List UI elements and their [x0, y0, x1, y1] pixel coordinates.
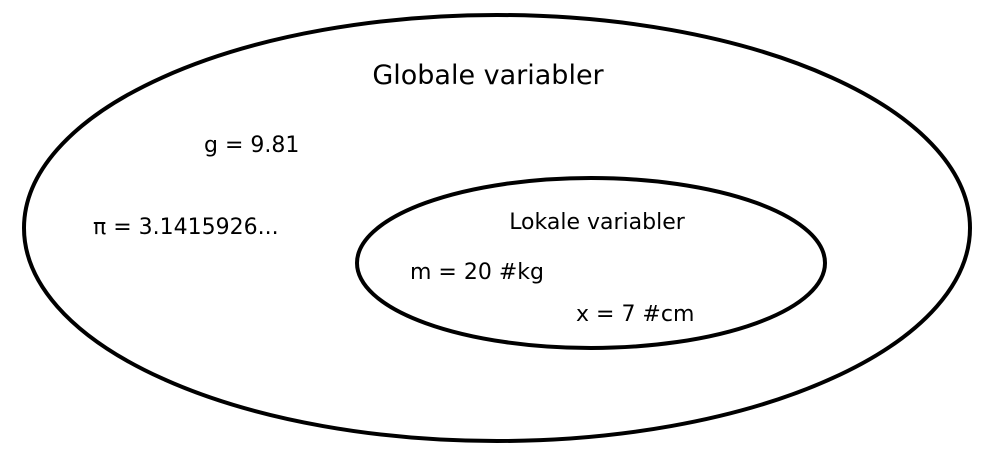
local-scope-ellipse — [355, 176, 827, 350]
local-variable-x: x = 7 #cm — [576, 302, 694, 327]
global-scope-title: Globale variabler — [372, 60, 604, 91]
local-scope-title: Lokale variabler — [509, 210, 686, 235]
global-scope-ellipse — [22, 13, 972, 443]
global-variable-pi: π = 3.1415926... — [93, 215, 279, 240]
local-variable-m: m = 20 #kg — [410, 260, 544, 285]
global-variable-g: g = 9.81 — [204, 133, 299, 158]
